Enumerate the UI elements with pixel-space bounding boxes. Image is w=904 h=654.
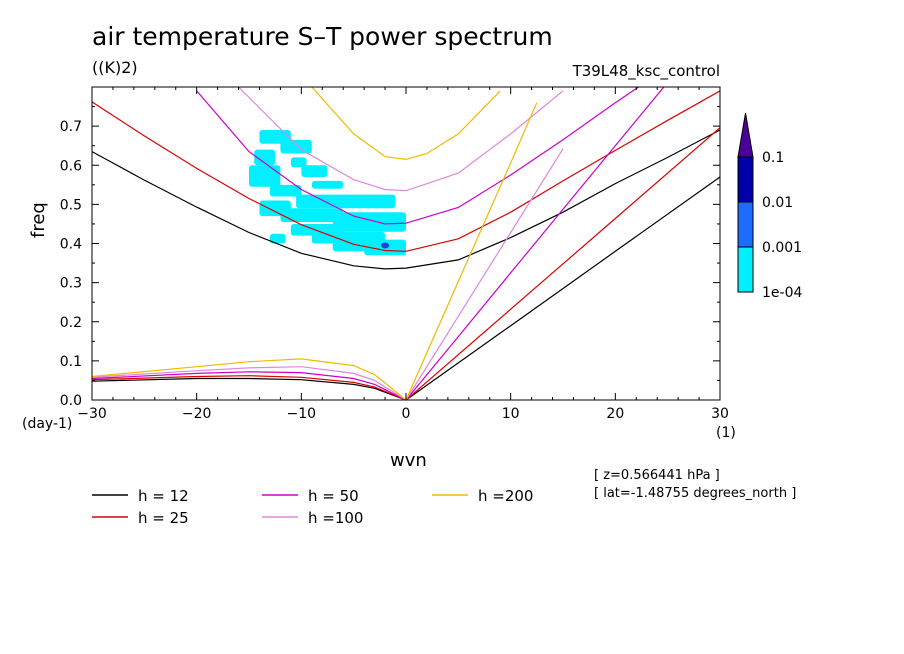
curve-kelvin-1	[405, 127, 720, 400]
colorbar-label-2: 0.001	[762, 240, 802, 256]
curve-rossby-0	[92, 377, 407, 400]
curve-kelvin-2	[405, 87, 665, 400]
y-tick-label: 0.6	[60, 158, 82, 174]
dispersion-curves	[92, 87, 720, 400]
x-axis-unit: (1)	[716, 425, 736, 441]
legend-label-4: h =200	[478, 487, 533, 505]
curve-gravity-4	[311, 87, 501, 161]
latitude-info: [ lat=-1.48755 degrees_north ]	[594, 486, 797, 501]
curve-kelvin-3	[405, 148, 564, 400]
x-tick-label: 30	[711, 406, 729, 422]
x-tick-label: 20	[606, 406, 624, 422]
shade-peak	[381, 242, 390, 249]
y-tick-label: 0.2	[60, 315, 82, 331]
y-axis-unit: (day-1)	[22, 416, 73, 432]
colorbar-triangle	[737, 112, 754, 158]
chart-title: air temperature S–T power spectrum	[92, 22, 553, 51]
units-label: ((K)2)	[92, 58, 138, 77]
curve-rossby-4	[92, 358, 407, 400]
shade-patch-5	[301, 165, 328, 177]
curve-kelvin-4	[405, 102, 538, 400]
y-tick-label: 0.0	[60, 393, 82, 409]
legend-label-2: h = 50	[308, 487, 359, 505]
x-axis-label: wvn	[390, 450, 427, 471]
x-tick-label: −20	[182, 406, 212, 422]
plot-axes: −30 −20 −10 0 10 20 30 0.0 0.1 0.2 0.3 0.4 0.5 0.6 0.7	[60, 86, 729, 422]
legend-label-0: h = 12	[138, 487, 189, 505]
colorbar-seg-1	[737, 156, 754, 203]
shade-patch-2	[254, 149, 276, 166]
y-tick-label: 0.5	[60, 197, 82, 213]
shade-patch-4	[249, 165, 281, 187]
shade-patch-10	[280, 208, 344, 222]
y-tick-label: 0.3	[60, 276, 82, 292]
curve-kelvin-0	[405, 176, 720, 400]
shade-patch-17	[343, 196, 375, 205]
legend: h = 12 h = 25 h = 50 h =100 h =200	[92, 487, 533, 527]
shade-patch-3	[290, 157, 307, 168]
curve-rossby-3	[92, 366, 407, 400]
colorbar-label-0: 0.1	[762, 150, 784, 166]
y-tick-label: 0.7	[60, 119, 82, 135]
curve-gravity-3	[238, 87, 564, 192]
colorbar-seg-2	[737, 201, 754, 248]
shade-patch-16	[269, 233, 286, 244]
curve-rossby-2	[92, 371, 407, 400]
shade-patch-11	[332, 212, 406, 232]
y-tick-label: 0.1	[60, 354, 82, 370]
colorbar: 0.1 0.01 0.001 1e-04	[737, 112, 802, 301]
curve-rossby-1	[92, 375, 407, 400]
colorbar-label-1: 0.01	[762, 195, 793, 211]
shade-patch-7	[311, 180, 344, 189]
x-tick-label: 10	[502, 406, 520, 422]
curve-gravity-2	[196, 87, 640, 225]
run-label: T39L48_ksc_control	[572, 62, 720, 80]
y-tick-label: 0.4	[60, 237, 82, 253]
x-tick-label: −10	[287, 406, 317, 422]
curve-gravity-0	[92, 129, 720, 270]
power-shading	[249, 130, 406, 256]
legend-label-3: h =100	[308, 509, 363, 527]
colorbar-seg-3	[737, 246, 754, 293]
x-tick-label: −30	[77, 406, 107, 422]
shade-patch-1	[280, 139, 312, 154]
legend-label-1: h = 25	[138, 509, 189, 527]
x-tick-label: 0	[402, 406, 411, 422]
shade-patch-6	[269, 184, 302, 197]
level-info: [ z=0.566441 hPa ]	[594, 468, 720, 483]
colorbar-label-3: 1e-04	[762, 285, 802, 301]
